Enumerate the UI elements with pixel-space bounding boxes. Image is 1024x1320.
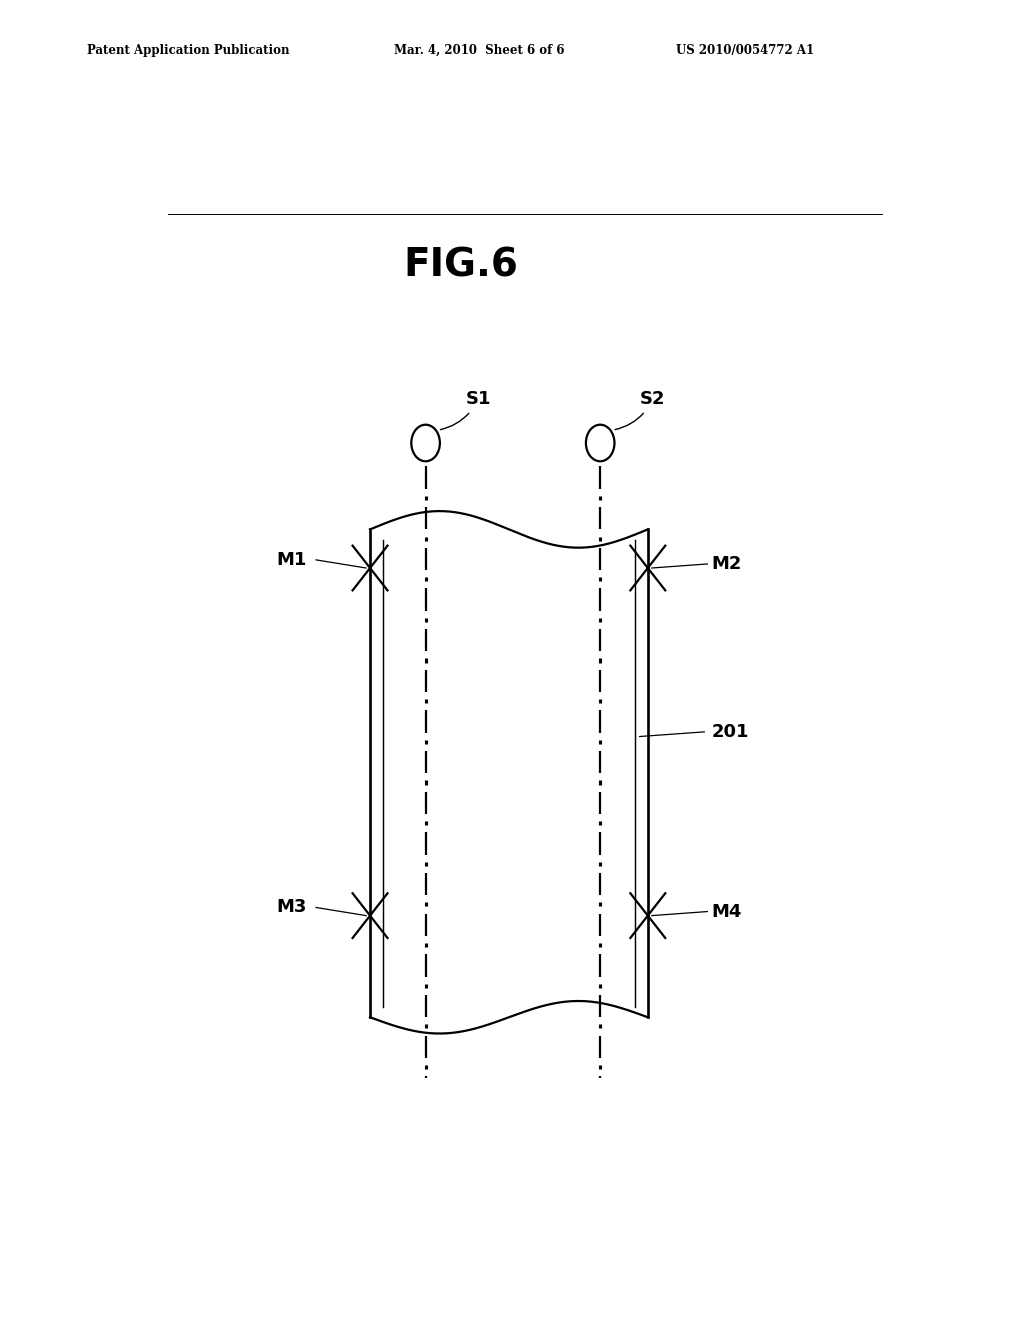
Text: FIG.6: FIG.6 [403, 246, 519, 284]
Text: M3: M3 [276, 899, 306, 916]
Text: M1: M1 [276, 550, 306, 569]
Text: S2: S2 [615, 391, 666, 429]
Text: Mar. 4, 2010  Sheet 6 of 6: Mar. 4, 2010 Sheet 6 of 6 [394, 44, 565, 57]
Text: 201: 201 [712, 722, 749, 741]
Text: S1: S1 [440, 391, 490, 429]
Text: M4: M4 [712, 903, 741, 920]
Text: M2: M2 [712, 554, 741, 573]
Text: US 2010/0054772 A1: US 2010/0054772 A1 [676, 44, 814, 57]
Text: Patent Application Publication: Patent Application Publication [87, 44, 290, 57]
